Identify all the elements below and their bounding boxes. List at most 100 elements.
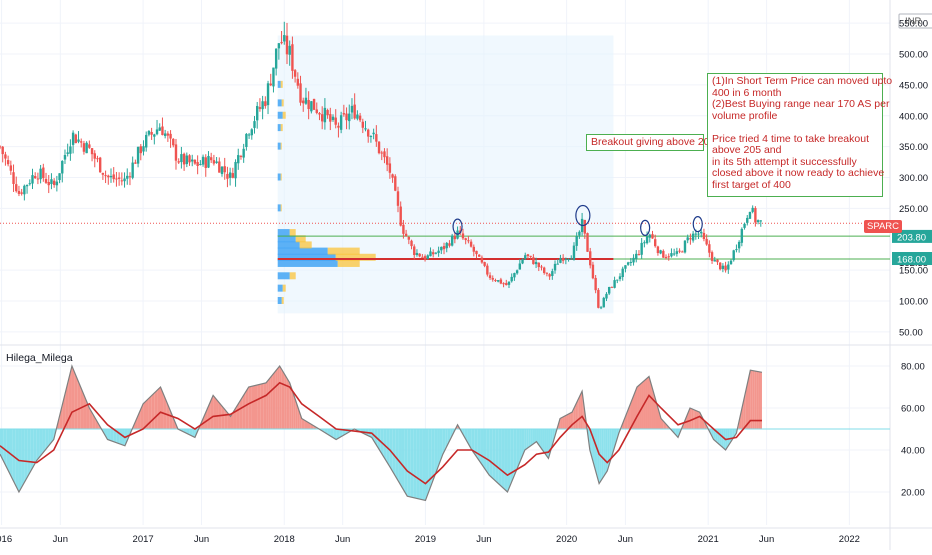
candle-body	[678, 250, 681, 252]
candle-body	[147, 130, 151, 135]
indicator-fill-below	[404, 429, 408, 497]
candle-body	[339, 115, 343, 130]
candle-body	[188, 155, 191, 163]
indicator-fill-below	[498, 429, 502, 487]
indicator-fill-below	[604, 429, 606, 476]
candle-body	[423, 256, 427, 260]
candle-body	[732, 250, 735, 261]
indicator-fill-below	[532, 429, 535, 445]
candle-body	[304, 97, 308, 104]
volume-profile-area	[277, 35, 614, 314]
candle-body	[277, 43, 281, 49]
candle-body	[226, 173, 229, 179]
indicator-fill-below	[339, 429, 343, 438]
indicator-fill-below	[24, 429, 28, 482]
candle-body	[496, 280, 500, 282]
candle-body	[326, 110, 329, 116]
candle-body	[434, 252, 438, 254]
candle-body	[686, 237, 689, 241]
volume-profile-bar	[282, 111, 286, 119]
candle-body	[632, 257, 635, 263]
indicator-fill-below	[395, 429, 399, 482]
candle-body	[594, 277, 597, 291]
candle-body	[356, 114, 359, 119]
candle-body	[15, 184, 18, 192]
candle-body	[421, 256, 424, 258]
indicator-fill-below	[48, 429, 51, 447]
time-tick-label: 2021	[698, 534, 719, 545]
candle-body	[483, 262, 486, 266]
candle-body	[499, 279, 503, 284]
candle-body	[348, 113, 351, 122]
indicator-fill-above	[752, 370, 755, 429]
indicator-fill-below	[552, 429, 555, 446]
volume-profile-bar	[277, 241, 300, 249]
indicator-fill-above	[163, 394, 167, 429]
volume-profile-bar	[277, 99, 282, 107]
currency-label: INR	[905, 16, 922, 27]
candle-body	[521, 259, 524, 264]
indicator-tick-label: 20.00	[901, 488, 925, 499]
candle-body	[139, 146, 142, 154]
indicator-fill-above	[696, 410, 699, 429]
candle-body	[134, 162, 137, 164]
time-tick-label: 2020	[556, 534, 577, 545]
indicator-fill-above	[694, 410, 697, 429]
indicator-fill-below	[530, 429, 533, 446]
candle-body	[494, 280, 497, 282]
indicator-fill-below	[425, 429, 429, 501]
candle-body	[372, 132, 375, 135]
candle-body	[418, 253, 421, 257]
indicator-fill-below	[507, 429, 511, 492]
candle-body	[201, 156, 205, 165]
candle-body	[101, 172, 105, 175]
candle-body	[567, 258, 570, 260]
indicator-fill-below	[519, 429, 522, 464]
candle-body	[77, 139, 80, 142]
candle-body	[128, 176, 132, 178]
candle-body	[345, 113, 348, 121]
candle-body	[33, 176, 37, 179]
candle-body	[272, 67, 275, 87]
candle-body	[169, 133, 172, 139]
candle-body	[561, 257, 565, 261]
candle-body	[245, 133, 248, 147]
candle-body	[469, 241, 473, 247]
time-tick-label: Jun	[335, 534, 350, 545]
candle-body	[735, 249, 738, 251]
indicator-fill-below	[469, 429, 472, 450]
volume-profile-bar	[277, 111, 283, 119]
candle-body	[291, 44, 294, 71]
candle-body	[120, 180, 124, 182]
indicator-fill-below	[119, 429, 123, 445]
candle-body	[737, 241, 741, 249]
candle-body	[218, 161, 221, 173]
candle-body	[158, 127, 161, 131]
indicator-fill-below	[392, 429, 396, 477]
candle-body	[153, 134, 156, 137]
candle-body	[437, 250, 440, 253]
candle-body	[296, 78, 300, 86]
candle-body	[710, 252, 714, 261]
indicator-fill-below	[477, 429, 481, 463]
indicator-fill-below	[413, 429, 417, 499]
time-tick-label: 2016	[0, 534, 12, 545]
indicator-fill-below	[428, 429, 432, 493]
indicator-fill-below	[486, 429, 490, 476]
candle-body	[17, 190, 21, 194]
candle-body	[136, 146, 140, 164]
time-tick-label: 2022	[839, 534, 860, 545]
candle-body	[52, 180, 56, 185]
indicator-fill-above	[160, 387, 164, 429]
candle-body	[675, 251, 679, 254]
candle-body	[599, 307, 603, 309]
candle-body	[575, 236, 578, 246]
candle-body	[697, 233, 700, 235]
candle-body	[369, 136, 373, 138]
candle-body	[559, 257, 562, 263]
candle-body	[334, 117, 337, 125]
breakout-attempt-marker	[575, 204, 591, 227]
candle-body	[754, 208, 757, 223]
candle-body	[510, 276, 513, 282]
